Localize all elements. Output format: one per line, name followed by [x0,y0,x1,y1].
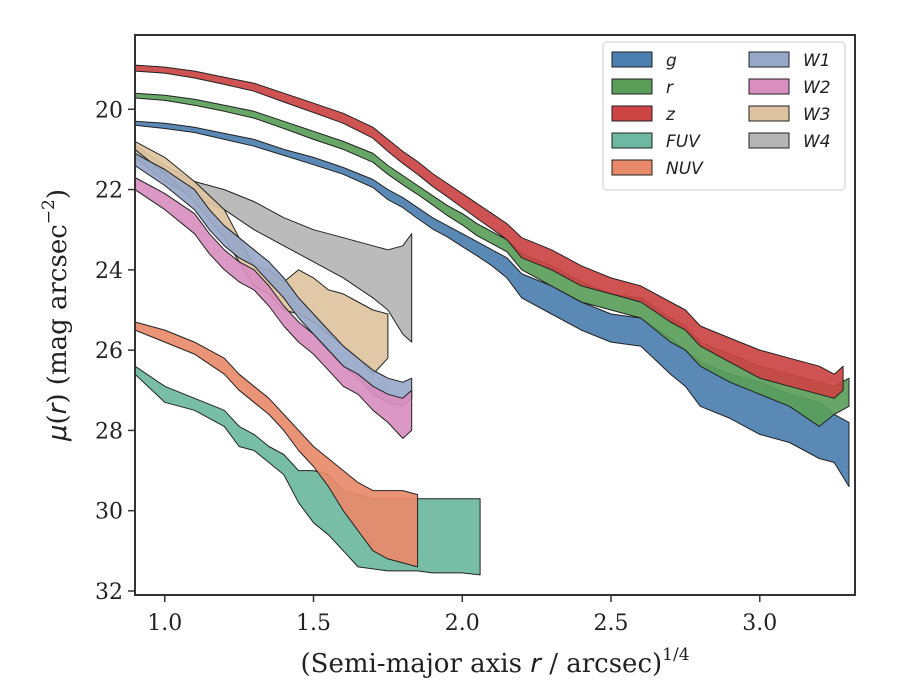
legend-label-nuv: NUV [666,159,704,179]
legend-label-r: r [666,78,674,98]
y-tick-label: 22 [95,179,123,204]
y-tick-label: 20 [95,98,123,123]
band-fuv [135,365,481,576]
legend: grz FUV NUV W1 W2 W3 W4 [602,41,846,191]
legend-swatch-r [611,78,653,95]
x-tick-label: 2.0 [445,611,480,636]
y-axis-ticks: 20 22 24 26 28 30 32 [95,98,135,605]
y-tick-label: 30 [95,500,123,525]
y-tick-label: 24 [95,259,123,284]
legend-swatch-w3 [748,105,790,122]
axes-frame [134,34,856,596]
y-tick-label: 28 [95,419,123,444]
band-g [135,120,850,488]
x-tick-label: 1.0 [147,611,182,636]
x-tick-label: 2.5 [594,611,629,636]
band-nuv [135,321,419,568]
legend-label-w4: W4 [803,132,831,152]
band-series-layer [135,64,850,576]
legend-swatch-z [611,105,653,122]
legend-label-z: z [665,105,676,125]
legend-swatch-fuv [611,132,653,149]
legend-swatch-w2 [748,78,790,95]
legend-label-w3: W3 [803,105,831,125]
legend-swatch-w1 [748,51,790,68]
legend-label-w1: W1 [803,51,831,71]
band-r [135,92,850,427]
legend-label-w2: W2 [803,78,831,98]
y-axis-label: μ(r) (mag arcsec−2) [39,189,73,442]
legend-label-g: g [666,51,677,71]
legend-swatch-g [611,51,653,68]
legend-swatch-nuv [611,159,653,176]
y-tick-label: 26 [95,339,123,364]
x-tick-label: 1.5 [296,611,331,636]
x-tick-label: 3.0 [742,611,777,636]
y-tick-label: 32 [95,580,123,605]
x-axis-ticks: 1.0 1.5 2.0 2.5 3.0 [147,595,777,636]
band-w2 [135,177,413,439]
legend-label-fuv: FUV [666,132,701,152]
band-z [135,64,844,399]
x-axis-label: (Semi-major axis r / arcsec)1/4 [300,645,689,679]
legend-swatch-w4 [748,132,790,149]
